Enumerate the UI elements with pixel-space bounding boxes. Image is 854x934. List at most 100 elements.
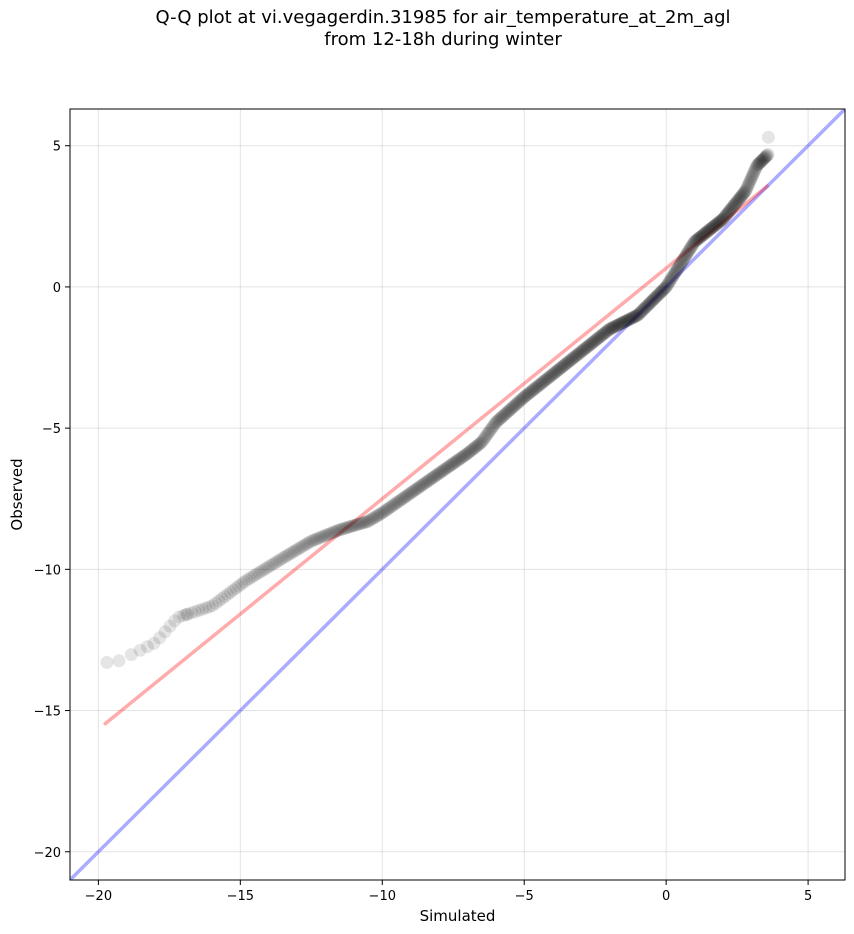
quantile-point xyxy=(229,581,243,595)
quantile-point xyxy=(612,318,626,332)
quantile-point xyxy=(619,314,633,328)
quantile-point xyxy=(674,257,688,271)
quantile-point xyxy=(188,605,202,619)
quantile-points xyxy=(100,130,775,670)
quantile-point xyxy=(447,456,461,470)
quantile-point xyxy=(332,523,346,537)
x-tick-label: −5 xyxy=(515,889,534,904)
quantile-point xyxy=(754,154,768,168)
quantile-point xyxy=(726,200,740,214)
quantile-point xyxy=(567,350,581,364)
quantile-point xyxy=(507,400,521,414)
quantile-point xyxy=(327,525,341,539)
quantile-point xyxy=(665,271,679,285)
quantile-point xyxy=(510,397,524,411)
quantile-point xyxy=(592,331,606,345)
quantile-point xyxy=(626,310,640,324)
quantile-point xyxy=(635,304,649,318)
quantile-point xyxy=(483,423,497,437)
quantile-point xyxy=(659,280,673,294)
quantile-point xyxy=(620,314,634,328)
quantile-point xyxy=(694,230,708,244)
quantile-point xyxy=(720,207,734,221)
quantile-point xyxy=(710,217,724,231)
quantile-point xyxy=(355,516,369,530)
quantile-point xyxy=(668,266,682,280)
quantile-point xyxy=(629,309,643,323)
quantile-point xyxy=(495,410,509,424)
quantile-point xyxy=(444,458,458,472)
quantile-point xyxy=(678,250,692,264)
quantile-point xyxy=(584,337,598,351)
quantile-point xyxy=(703,223,717,237)
quantile-point xyxy=(723,204,737,218)
quantile-point xyxy=(736,187,750,201)
quantile-point xyxy=(622,313,636,327)
quantile-point xyxy=(679,249,693,263)
quantile-point xyxy=(147,636,161,650)
quantile-point xyxy=(697,227,711,241)
quantile-point xyxy=(621,313,635,327)
quantile-point xyxy=(676,253,690,267)
quantile-point xyxy=(335,522,349,536)
quantile-point xyxy=(391,495,405,509)
x-tick-label: 0 xyxy=(662,889,670,904)
quantile-point xyxy=(630,308,644,322)
quantile-point xyxy=(737,186,751,200)
quantile-point xyxy=(369,510,383,524)
quantile-point xyxy=(474,436,488,450)
identity-line xyxy=(70,109,845,880)
quantile-point xyxy=(658,281,672,295)
quantile-point xyxy=(700,225,714,239)
quantile-point xyxy=(363,513,377,527)
quantile-point xyxy=(421,474,435,488)
quantile-point xyxy=(457,449,471,463)
quantile-point xyxy=(683,241,697,255)
quantile-point xyxy=(748,164,762,178)
quantile-point xyxy=(530,380,544,394)
quantile-point xyxy=(710,217,724,231)
quantile-point xyxy=(730,195,744,209)
quantile-point xyxy=(460,447,474,461)
quantile-point xyxy=(616,315,630,329)
quantile-point xyxy=(480,428,494,442)
quantile-point xyxy=(456,449,470,463)
quantile-point xyxy=(573,346,587,360)
quantile-point xyxy=(672,259,686,273)
quantile-point xyxy=(733,191,747,205)
quantile-point xyxy=(660,279,674,293)
quantile-point xyxy=(247,569,261,583)
grid-lines xyxy=(70,109,845,880)
quantile-point xyxy=(662,275,676,289)
quantile-point xyxy=(675,254,689,268)
quantile-point xyxy=(665,270,679,284)
quantile-point xyxy=(490,414,504,428)
quantile-point xyxy=(586,335,600,349)
quantile-point xyxy=(707,219,721,233)
quantile-point xyxy=(557,358,571,372)
quantile-point xyxy=(639,300,653,314)
quantile-point xyxy=(426,470,440,484)
quantile-point xyxy=(342,520,356,534)
quantile-point xyxy=(501,404,515,418)
quantile-point xyxy=(429,469,443,483)
quantile-point xyxy=(245,570,259,584)
quantile-point xyxy=(693,230,707,244)
quantile-point xyxy=(553,361,567,375)
quantile-point xyxy=(664,273,678,287)
quantile-point xyxy=(455,450,469,464)
quantile-point xyxy=(405,485,419,499)
quantile-point xyxy=(709,218,723,232)
quantile-point xyxy=(283,547,297,561)
quantile-point xyxy=(695,228,709,242)
quantile-point xyxy=(731,193,745,207)
quantile-point xyxy=(638,301,652,315)
quantile-point xyxy=(579,341,593,355)
quantile-point xyxy=(273,553,287,567)
quantile-point xyxy=(390,496,404,510)
chart-title: Q-Q plot at vi.vegagerdin.31985 for air_… xyxy=(0,7,854,51)
quantile-point xyxy=(590,332,604,346)
quantile-point xyxy=(367,511,381,525)
quantile-point xyxy=(695,229,709,243)
quantile-point xyxy=(299,537,313,551)
